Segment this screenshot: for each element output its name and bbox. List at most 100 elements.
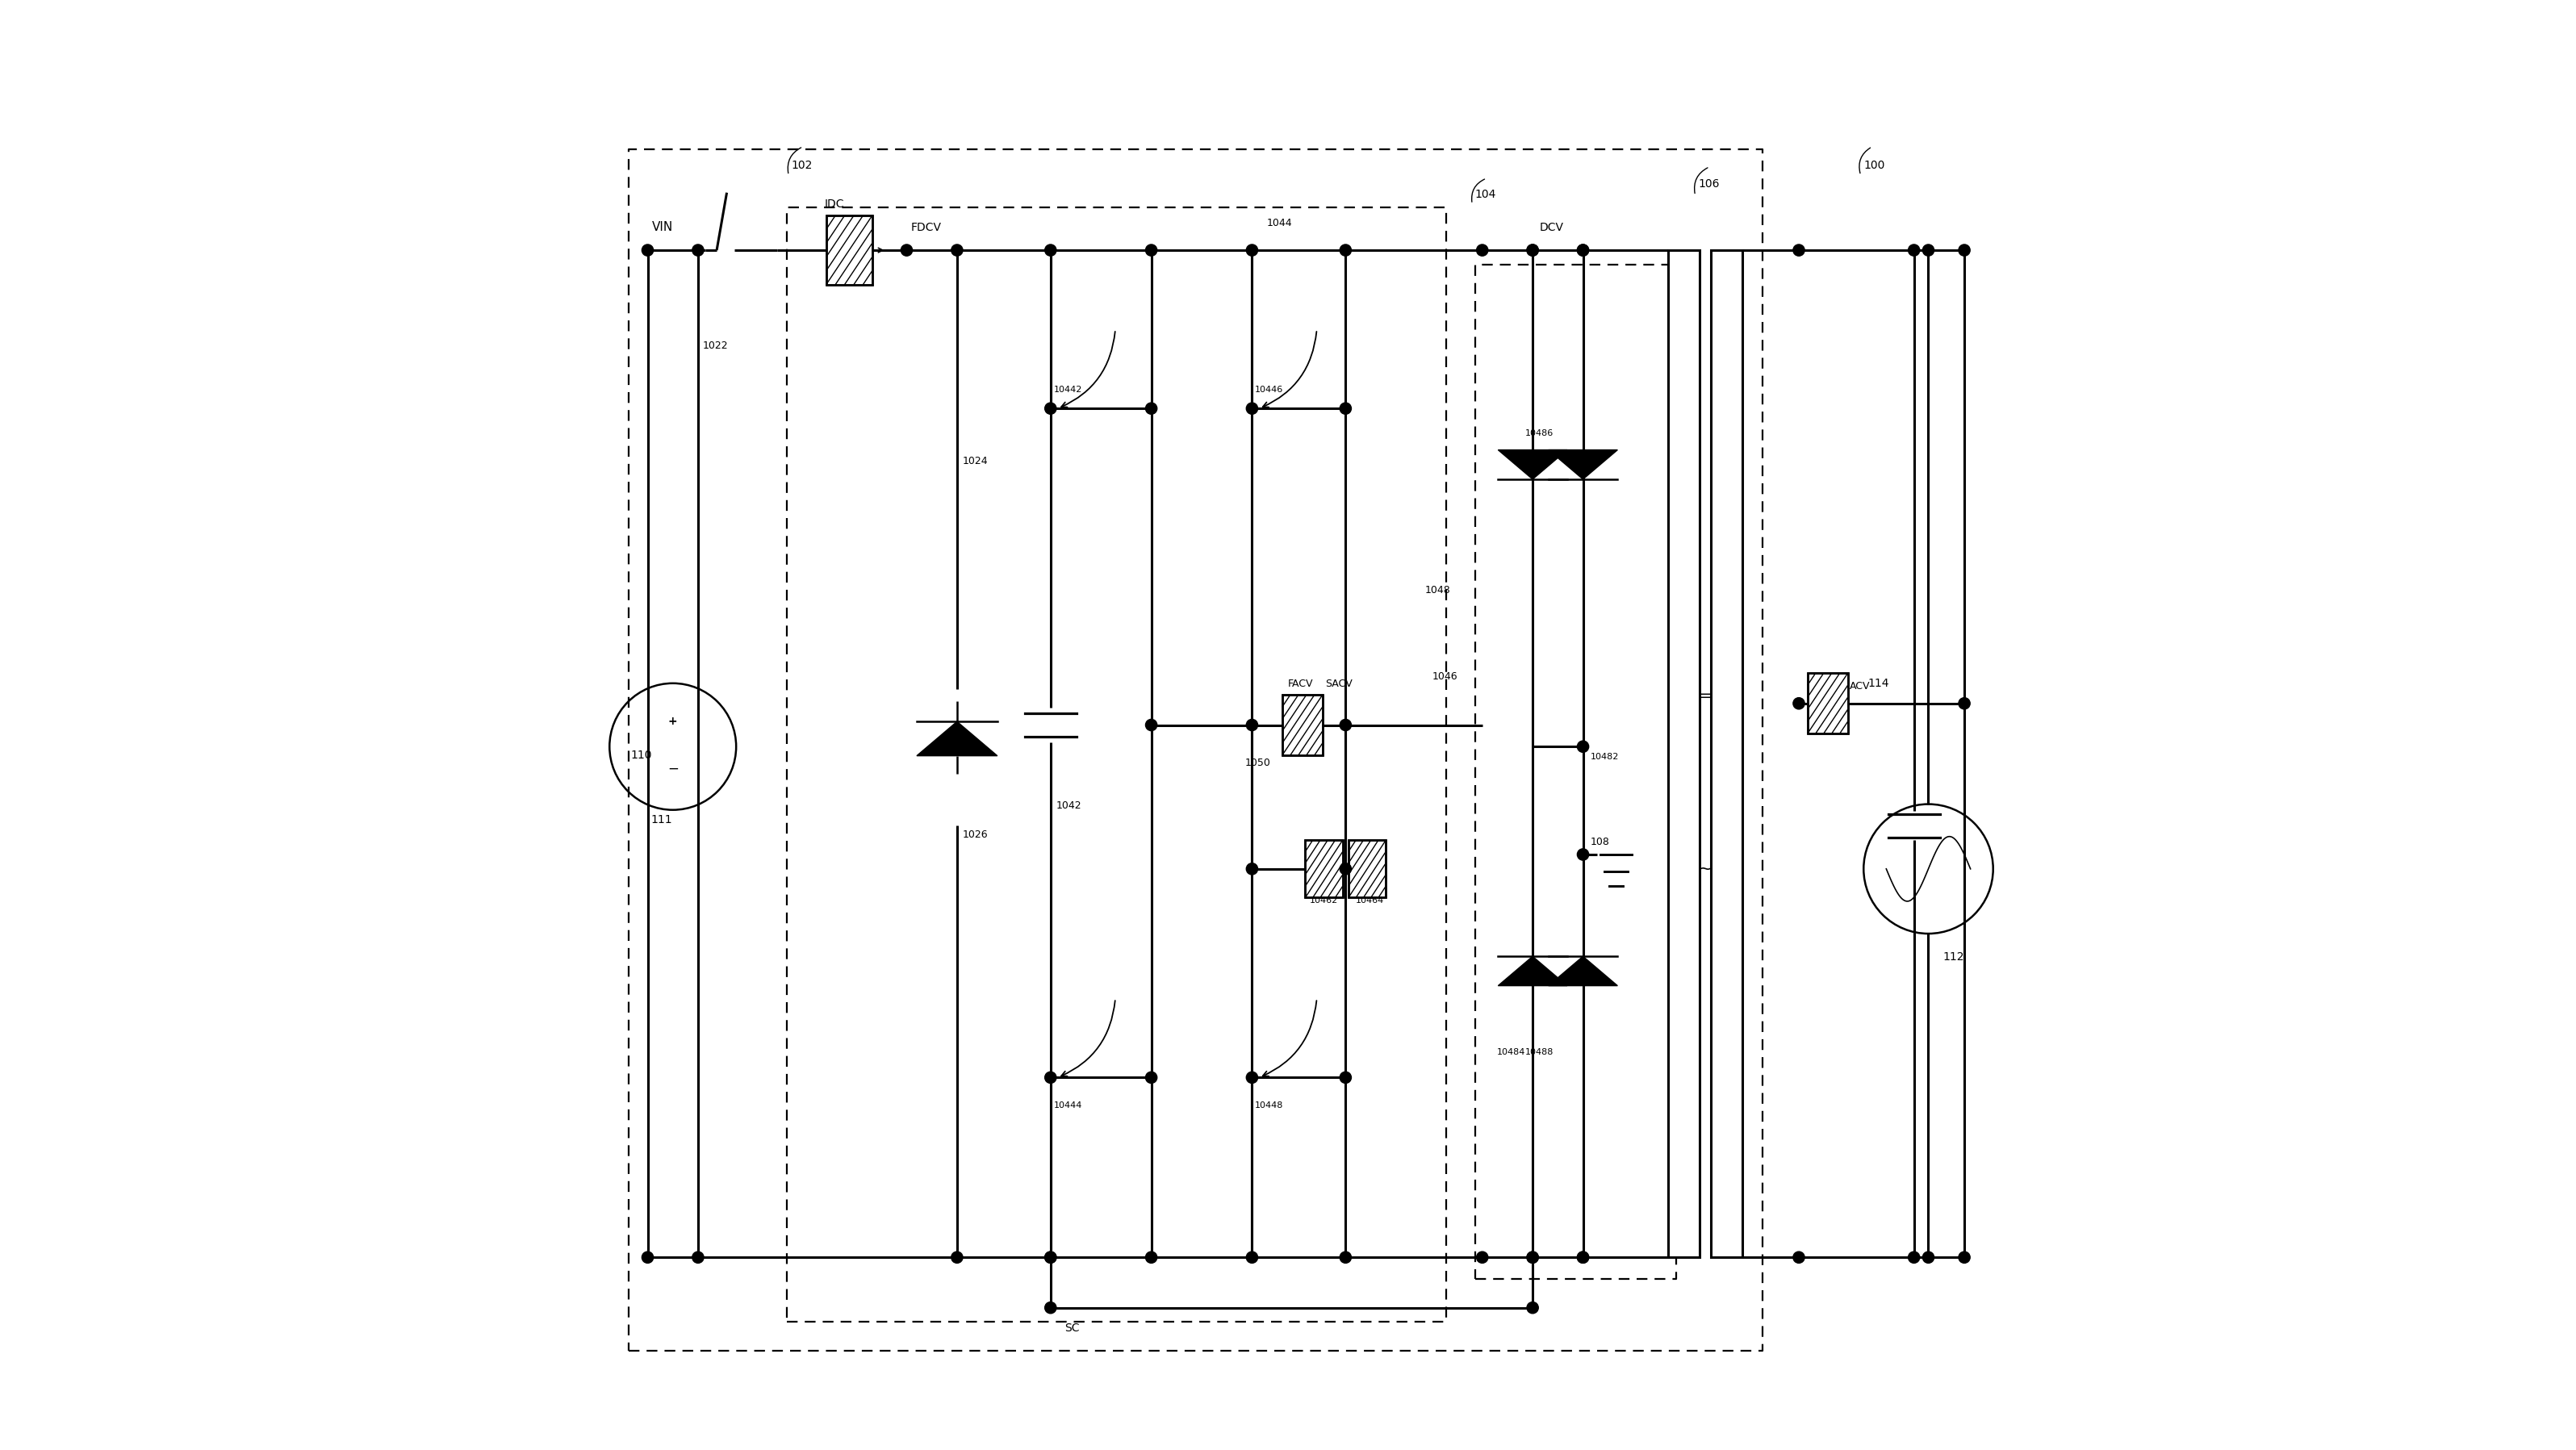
Circle shape [1146, 403, 1157, 415]
Circle shape [1340, 719, 1352, 731]
Text: 10444: 10444 [1054, 1101, 1082, 1109]
Text: FACV: FACV [1288, 679, 1314, 689]
Text: 100: 100 [1862, 159, 1886, 171]
Circle shape [1528, 245, 1538, 257]
Circle shape [902, 245, 912, 257]
Text: ACV: ACV [1850, 681, 1870, 692]
Text: SACV: SACV [1327, 679, 1352, 689]
Text: ~: ~ [1698, 861, 1713, 877]
Text: =: = [1698, 689, 1713, 703]
Circle shape [1528, 1251, 1538, 1263]
Text: 114: 114 [1868, 677, 1888, 689]
Text: 1044: 1044 [1267, 218, 1293, 229]
Circle shape [1247, 1072, 1257, 1083]
Circle shape [1247, 245, 1257, 257]
Bar [1347, 840, 1386, 898]
Bar [827, 216, 873, 284]
Text: 1046: 1046 [1432, 671, 1458, 682]
Circle shape [1146, 719, 1157, 731]
Circle shape [693, 245, 703, 257]
Circle shape [1247, 863, 1257, 874]
Bar [1306, 840, 1342, 898]
Circle shape [1793, 1251, 1806, 1263]
Text: 10488: 10488 [1525, 1048, 1553, 1056]
Circle shape [641, 1251, 654, 1263]
Text: 104: 104 [1476, 188, 1497, 200]
Circle shape [1046, 1251, 1056, 1263]
Circle shape [951, 245, 963, 257]
Circle shape [1528, 1251, 1538, 1263]
Text: 1024: 1024 [963, 455, 989, 465]
Circle shape [1528, 245, 1538, 257]
Bar [1808, 673, 1847, 734]
Circle shape [1340, 245, 1352, 257]
Text: FDCV: FDCV [912, 222, 943, 233]
Text: 1022: 1022 [703, 341, 729, 351]
Text: 1026: 1026 [963, 829, 989, 840]
Bar [1283, 695, 1321, 755]
Circle shape [1958, 1251, 1971, 1263]
Text: 10462: 10462 [1309, 896, 1337, 905]
Text: 10486: 10486 [1525, 429, 1553, 438]
Text: −: − [667, 761, 677, 776]
Text: 10442: 10442 [1054, 386, 1082, 394]
Bar [1283, 695, 1321, 755]
Circle shape [1577, 848, 1589, 860]
Circle shape [951, 1251, 963, 1263]
Circle shape [1958, 245, 1971, 257]
Text: VIN: VIN [652, 220, 672, 233]
Text: 102: 102 [791, 159, 814, 171]
Text: 112: 112 [1942, 951, 1963, 963]
Text: 108: 108 [1589, 837, 1610, 847]
Polygon shape [1548, 450, 1618, 480]
Text: 110: 110 [631, 750, 652, 761]
Circle shape [1340, 403, 1352, 415]
Circle shape [1476, 1251, 1489, 1263]
Circle shape [1958, 697, 1971, 709]
Circle shape [1247, 719, 1257, 731]
Circle shape [1146, 1251, 1157, 1263]
Bar [1808, 673, 1847, 734]
Circle shape [1577, 245, 1589, 257]
Text: SC: SC [1064, 1322, 1079, 1334]
Polygon shape [917, 722, 997, 755]
Circle shape [1577, 1251, 1589, 1263]
Text: 1048: 1048 [1425, 584, 1450, 596]
Text: 10448: 10448 [1255, 1101, 1283, 1109]
Circle shape [1247, 1251, 1257, 1263]
Circle shape [1909, 245, 1919, 257]
Bar [1347, 840, 1386, 898]
Circle shape [1046, 1072, 1056, 1083]
Circle shape [1476, 245, 1489, 257]
Text: 1042: 1042 [1056, 800, 1082, 812]
Circle shape [1793, 245, 1806, 257]
Circle shape [1922, 1251, 1935, 1263]
Text: DCV: DCV [1540, 222, 1564, 233]
Bar [1306, 840, 1342, 898]
Text: 10446: 10446 [1255, 386, 1283, 394]
Text: +: + [667, 716, 677, 726]
Polygon shape [1499, 957, 1566, 986]
Bar [827, 216, 873, 284]
Text: 10482: 10482 [1589, 753, 1618, 761]
Polygon shape [1548, 957, 1618, 986]
Circle shape [1528, 1302, 1538, 1314]
Circle shape [1909, 1251, 1919, 1263]
Circle shape [1046, 245, 1056, 257]
Circle shape [1247, 403, 1257, 415]
Circle shape [1577, 1251, 1589, 1263]
Circle shape [1146, 245, 1157, 257]
Bar [1667, 251, 1700, 1257]
Circle shape [1046, 403, 1056, 415]
Bar [1710, 251, 1744, 1257]
Circle shape [1340, 1072, 1352, 1083]
Circle shape [1793, 697, 1806, 709]
Text: 111: 111 [652, 815, 672, 825]
Circle shape [1922, 245, 1935, 257]
Circle shape [641, 245, 654, 257]
Circle shape [1340, 1251, 1352, 1263]
Circle shape [1340, 863, 1352, 874]
Text: 106: 106 [1698, 178, 1721, 190]
Text: IDC: IDC [824, 199, 845, 210]
Circle shape [1046, 1251, 1056, 1263]
